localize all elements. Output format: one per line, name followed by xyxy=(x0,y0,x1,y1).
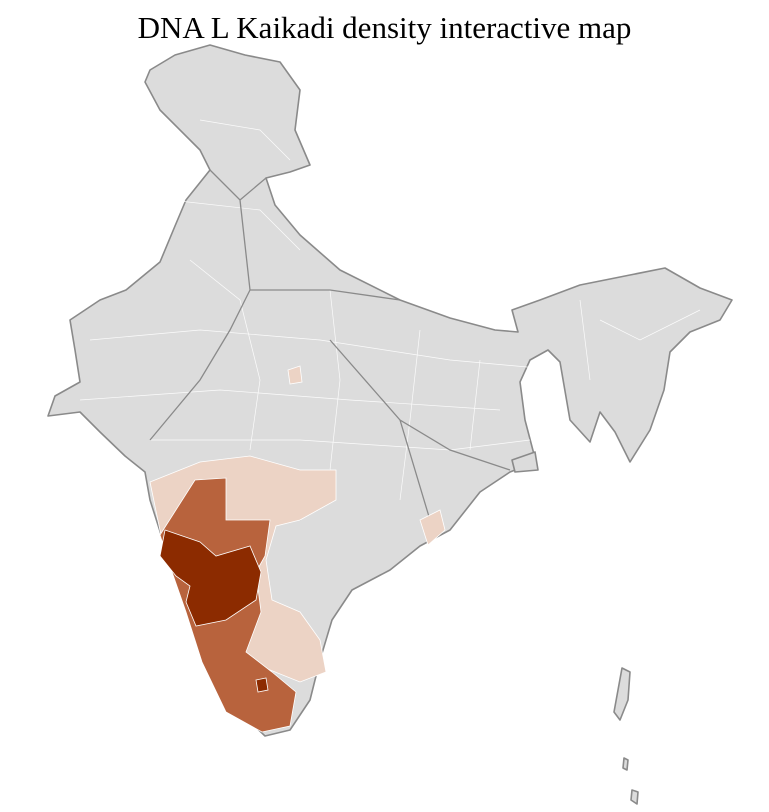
district-grid xyxy=(79,119,701,521)
india-mainland[interactable] xyxy=(47,44,733,737)
density-low-region-north[interactable] xyxy=(287,365,303,385)
andaman-nicobar-islands[interactable] xyxy=(613,667,639,805)
map-title: DNA L Kaikadi density interactive map xyxy=(137,10,632,45)
sundarbans-coast xyxy=(511,451,539,473)
density-high-region[interactable] xyxy=(159,529,262,627)
density-low-region-east[interactable] xyxy=(419,509,446,546)
density-high-district-south[interactable] xyxy=(255,677,269,693)
